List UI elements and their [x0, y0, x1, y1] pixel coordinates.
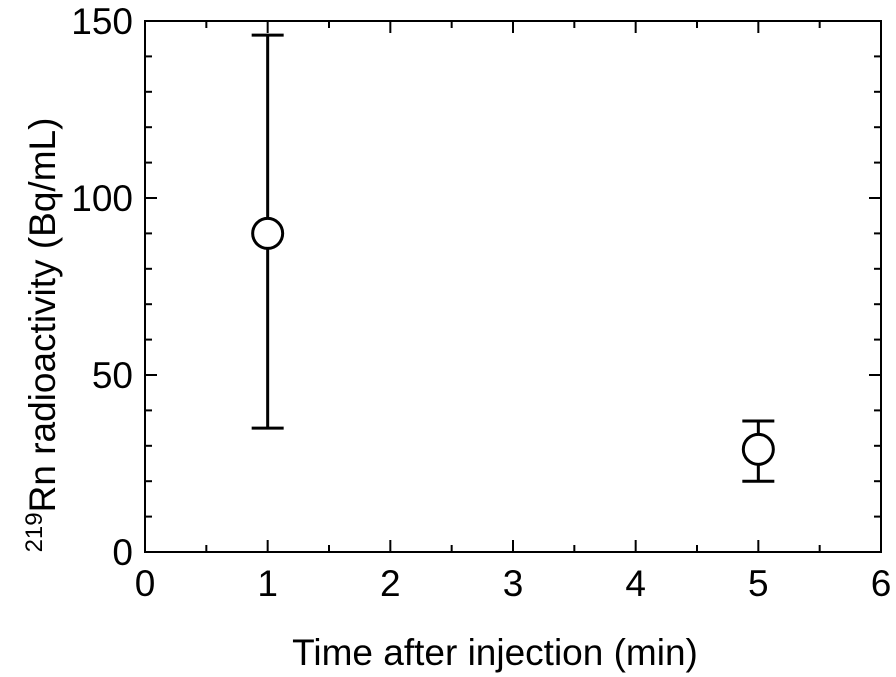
- x-tick-label: 2: [380, 563, 401, 604]
- y-axis-label: 219Rn radioactivity (Bq/mL): [21, 118, 63, 553]
- x-tick-label: 1: [257, 563, 278, 604]
- y-tick-label: 0: [112, 532, 133, 573]
- x-tick-label: 5: [748, 563, 769, 604]
- y-tick-label: 100: [71, 178, 133, 219]
- x-axis-tick-labels: 0 1 2 3 4 5 6: [135, 563, 892, 604]
- x-tick-label: 6: [871, 563, 892, 604]
- x-tick-label: 0: [135, 563, 156, 604]
- x-axis-label: Time after injection (min): [292, 632, 698, 673]
- y-axis-label-text: Rn radioactivity (Bq/mL): [22, 118, 63, 513]
- y-axis-tick-labels: 0 50 100 150: [71, 1, 133, 573]
- plot-frame: [144, 20, 882, 553]
- x-tick-label: 3: [503, 563, 524, 604]
- y-axis-ticks: [145, 20, 881, 553]
- y-tick-label: 50: [92, 355, 133, 396]
- y-axis-label-superscript: 219: [21, 512, 48, 552]
- y-tick-label: 150: [71, 1, 133, 42]
- data-points: [251, 33, 775, 483]
- x-axis-ticks: [144, 21, 882, 552]
- data-point-marker: [741, 432, 775, 466]
- data-point-marker: [251, 216, 285, 250]
- x-tick-label: 4: [625, 563, 646, 604]
